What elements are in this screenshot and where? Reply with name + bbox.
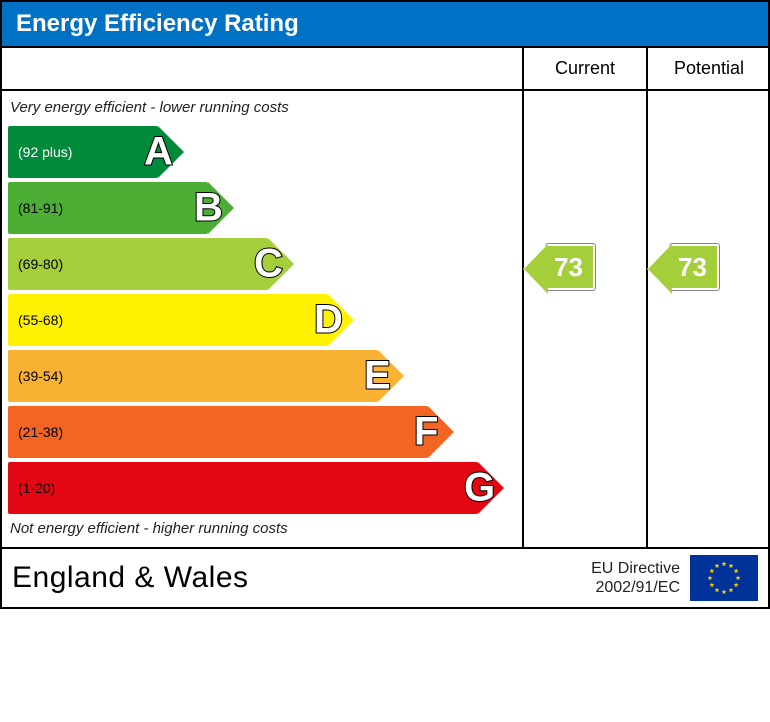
band-f: (21-38) [8,406,428,458]
directive-line2: 2002/91/EC [591,578,680,597]
title-bar: Energy Efficiency Rating [2,2,768,46]
note-top: Very energy efficient - lower running co… [2,97,522,122]
band-row-f: (21-38) F [2,406,522,458]
header-potential: Potential [646,46,770,91]
band-letter-g: G [464,466,495,511]
band-row-g: (1-20) G [2,462,522,514]
band-letter-e: E [364,354,391,399]
footer: England & Wales EU Directive 2002/91/EC [2,549,768,607]
band-letter-a: A [144,130,173,175]
band-range-e: (39-54) [18,368,63,384]
column-potential: 73 [646,91,770,549]
column-current: 73 [522,91,646,549]
band-row-e: (39-54) E [2,350,522,402]
band-e: (39-54) [8,350,378,402]
epc-chart: Energy Efficiency Rating Current Potenti… [0,0,770,609]
band-b: (81-91) [8,182,208,234]
band-row-d: (55-68) D [2,294,522,346]
band-letter-f: F [414,410,438,455]
band-letter-d: D [314,298,343,343]
directive-text: EU Directive 2002/91/EC [591,559,680,597]
note-bottom: Not energy efficient - higher running co… [2,518,522,543]
band-range-a: (92 plus) [18,144,72,160]
chart-grid: Current Potential Very energy efficient … [2,46,768,549]
bands-cell: Very energy efficient - lower running co… [2,91,522,549]
band-range-b: (81-91) [18,200,63,216]
band-d: (55-68) [8,294,328,346]
pointer-potential: 73 [670,244,719,290]
header-blank [2,46,522,91]
band-range-d: (55-68) [18,312,63,328]
eu-flag-icon [690,555,758,601]
band-row-b: (81-91) B [2,182,522,234]
band-row-a: (92 plus) A [2,126,522,178]
band-c: (69-80) [8,238,268,290]
band-a: (92 plus) [8,126,158,178]
directive-line1: EU Directive [591,559,680,578]
band-letter-b: B [194,186,223,231]
band-row-c: (69-80) C [2,238,522,290]
band-letter-c: C [254,242,283,287]
header-current: Current [522,46,646,91]
pointer-current: 73 [546,244,595,290]
band-range-c: (69-80) [18,256,63,272]
band-range-g: (1-20) [18,480,55,496]
band-g: (1-20) [8,462,478,514]
chart-title: Energy Efficiency Rating [16,10,299,37]
band-range-f: (21-38) [18,424,63,440]
region-label: England & Wales [12,561,581,595]
